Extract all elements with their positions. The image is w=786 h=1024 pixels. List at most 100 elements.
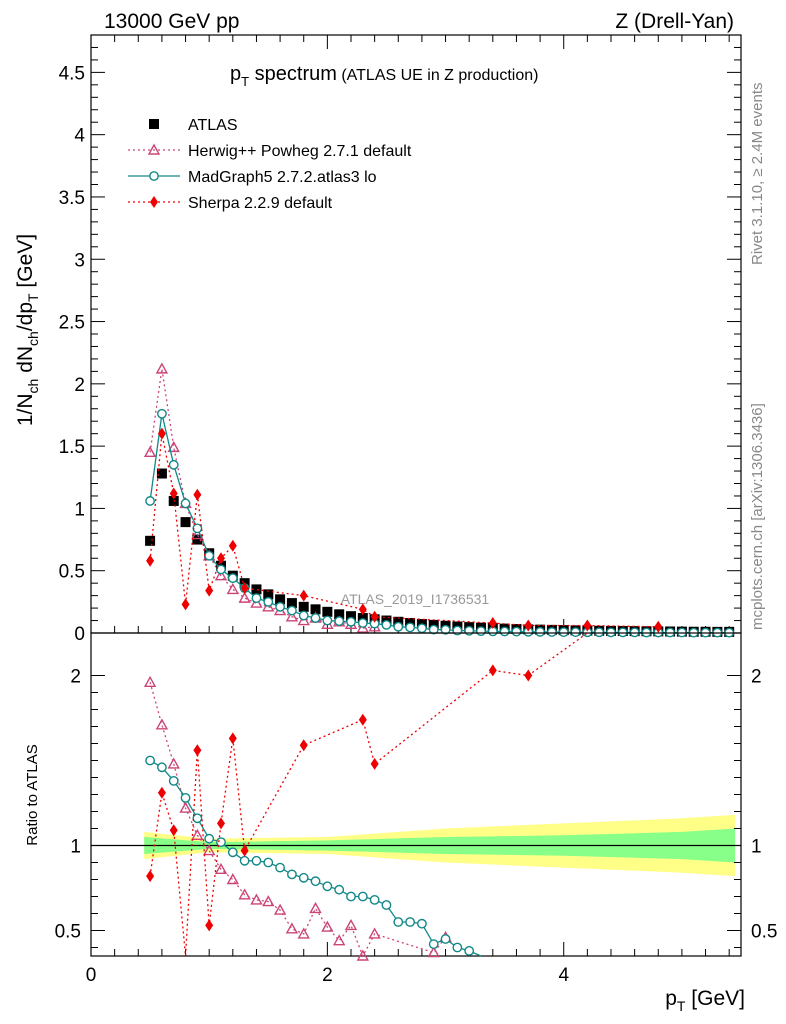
ratio-panel: 0.5 0.5 1 1 2 2 0 2 4 Ratio to ATLAS pT [GeV] xyxy=(24,632,777,1014)
legend-marker xyxy=(149,119,159,129)
ratio-point-madgraph5-2-7-2-atlas3-lo xyxy=(263,857,274,868)
legend-label: MadGraph5 2.7.2.atlas3 lo xyxy=(188,169,377,186)
series-atlas xyxy=(145,468,735,637)
ratio-xtick-label: 0 xyxy=(86,965,97,986)
ratio-point-madgraph5-2-7-2-atlas3-lo xyxy=(393,917,404,927)
ratio-point-herwig-powheg-2-7-1-default xyxy=(143,675,157,687)
ratio-point-sherpa-2-2-9-default xyxy=(157,786,166,799)
point-madgraph5-2-7-2-atlas3-lo xyxy=(216,564,226,575)
main-ytick-label: 0.5 xyxy=(59,562,85,583)
point-atlas xyxy=(251,584,262,595)
legend-item-madgraph5-2-7-2-atlas3-lo: MadGraph5 2.7.2.atlas3 lo xyxy=(128,169,377,186)
main-ytick-label: 4 xyxy=(74,126,85,147)
legend-label: Sherpa 2.2.9 default xyxy=(188,195,333,212)
ratio-point-madgraph5-2-7-2-atlas3-lo xyxy=(346,891,356,902)
point-sherpa-2-2-9-default xyxy=(193,488,202,501)
point-sherpa-2-2-9-default xyxy=(488,617,497,630)
point-madgraph5-2-7-2-atlas3-lo xyxy=(417,623,427,634)
title-p: p xyxy=(230,63,241,85)
ratio-point-madgraph5-2-7-2-atlas3-lo xyxy=(204,833,215,844)
ratio-ytick-label-right: 0.5 xyxy=(751,922,777,943)
mcplots-label: mcplots.cern.ch [arXiv:1306.3436] xyxy=(749,403,766,630)
xlabel: pT [GeV] xyxy=(665,987,745,1014)
main-ytick-label: 2.5 xyxy=(59,313,85,334)
point-madgraph5-2-7-2-atlas3-lo xyxy=(287,605,297,616)
ratio-series-sherpa-2-2-9-default xyxy=(146,632,588,957)
ratio-point-herwig-powheg-2-7-1-default xyxy=(155,718,169,730)
point-madgraph5-2-7-2-atlas3-lo xyxy=(606,627,616,638)
point-madgraph5-2-7-2-atlas3-lo xyxy=(227,573,238,584)
point-madgraph5-2-7-2-atlas3-lo xyxy=(357,618,368,628)
ratio-point-sherpa-2-2-9-default xyxy=(217,817,225,830)
ratio-point-herwig-powheg-2-7-1-default xyxy=(226,873,240,885)
point-madgraph5-2-7-2-atlas3-lo xyxy=(381,620,392,630)
point-madgraph5-2-7-2-atlas3-lo xyxy=(204,550,215,561)
point-atlas xyxy=(393,616,404,627)
rivet-label: Rivet 3.1.10, ≥ 2.4M events xyxy=(749,83,766,266)
ratio-ylabel: Ratio to ATLAS xyxy=(24,744,41,845)
ratio-point-madgraph5-2-7-2-atlas3-lo xyxy=(440,934,451,944)
main-ylabel-text: 1/Nch dNch/dpT [GeV] xyxy=(14,234,41,426)
ratio-point-madgraph5-2-7-2-atlas3-lo xyxy=(405,917,415,927)
ratio-point-herwig-powheg-2-7-1-default xyxy=(250,893,263,905)
ratio-point-madgraph5-2-7-2-atlas3-lo xyxy=(298,872,309,883)
ratio-point-herwig-powheg-2-7-1-default xyxy=(356,949,370,961)
point-atlas xyxy=(180,517,191,528)
main-ytick-label: 3.5 xyxy=(59,188,85,209)
ratio-point-madgraph5-2-7-2-atlas3-lo xyxy=(287,869,297,880)
point-sherpa-2-2-9-default xyxy=(240,582,249,595)
ratio-point-herwig-powheg-2-7-1-default xyxy=(214,862,228,874)
point-madgraph5-2-7-2-atlas3-lo xyxy=(346,616,356,627)
ratio-point-madgraph5-2-7-2-atlas3-lo xyxy=(369,895,380,905)
ratio-point-herwig-powheg-2-7-1-default xyxy=(273,903,287,915)
watermark-group: ATLAS_2019_I1736531 xyxy=(341,591,490,607)
ratio-point-madgraph5-2-7-2-atlas3-lo xyxy=(334,884,345,895)
point-atlas xyxy=(263,589,274,600)
ratio-point-herwig-powheg-2-7-1-default xyxy=(332,934,346,946)
point-madgraph5-2-7-2-atlas3-lo xyxy=(558,627,569,638)
point-madgraph5-2-7-2-atlas3-lo xyxy=(310,613,321,623)
ratio-line-sherpa-2-2-9-default xyxy=(149,632,588,957)
point-madgraph5-2-7-2-atlas3-lo xyxy=(547,627,557,637)
ratio-point-madgraph5-2-7-2-atlas3-lo xyxy=(227,847,238,858)
ratio-ytick-label-right: 2 xyxy=(751,667,762,688)
point-madgraph5-2-7-2-atlas3-lo xyxy=(570,627,581,638)
point-sherpa-2-2-9-default xyxy=(524,619,533,632)
main-ytick-label: 1 xyxy=(74,499,85,520)
point-sherpa-2-2-9-default xyxy=(370,610,379,623)
ratio-xtick-label: 4 xyxy=(558,965,569,986)
ratio-point-herwig-powheg-2-7-1-default xyxy=(427,946,440,958)
point-atlas xyxy=(145,535,156,546)
ratio-point-sherpa-2-2-9-default xyxy=(358,713,367,726)
point-madgraph5-2-7-2-atlas3-lo xyxy=(617,627,628,638)
ratio-point-sherpa-2-2-9-default xyxy=(228,732,237,745)
point-madgraph5-2-7-2-atlas3-lo xyxy=(405,622,415,633)
legend-label: ATLAS xyxy=(188,117,238,134)
point-madgraph5-2-7-2-atlas3-lo xyxy=(428,624,439,635)
ratio-point-herwig-powheg-2-7-1-default xyxy=(238,888,251,900)
ratio-point-madgraph5-2-7-2-atlas3-lo xyxy=(428,939,439,949)
ratio-series-herwig-powheg-2-7-1-default xyxy=(143,675,452,961)
point-herwig-powheg-2-7-1-default xyxy=(143,445,157,458)
point-madgraph5-2-7-2-atlas3-lo xyxy=(334,616,345,627)
point-atlas xyxy=(346,611,356,622)
ratio-point-madgraph5-2-7-2-atlas3-lo xyxy=(239,855,250,866)
ratio-series-madgraph5-2-7-2-atlas3-lo xyxy=(145,755,482,957)
main-ytick-label: 1.5 xyxy=(59,437,85,458)
point-madgraph5-2-7-2-atlas3-lo xyxy=(476,626,486,637)
point-atlas xyxy=(298,601,309,612)
point-sherpa-2-2-9-default xyxy=(583,619,592,632)
ratio-point-herwig-powheg-2-7-1-default xyxy=(321,920,334,932)
point-sherpa-2-2-9-default xyxy=(654,620,663,633)
ratio-point-sherpa-2-2-9-default xyxy=(169,824,178,837)
ratio-xtick-label: 2 xyxy=(322,965,333,986)
legend-item-herwig-powheg-2-7-1-default: Herwig++ Powheg 2.7.1 default xyxy=(128,143,412,160)
point-atlas xyxy=(168,495,179,506)
series-line-sherpa-2-2-9-default xyxy=(149,433,659,628)
ratio-ytick-label-right: 1 xyxy=(751,837,762,858)
main-series xyxy=(143,362,735,638)
ratio-point-herwig-powheg-2-7-1-default xyxy=(368,927,381,939)
point-herwig-powheg-2-7-1-default xyxy=(262,600,275,612)
ratio-ytick-label: 2 xyxy=(70,667,81,688)
point-atlas xyxy=(192,534,203,545)
